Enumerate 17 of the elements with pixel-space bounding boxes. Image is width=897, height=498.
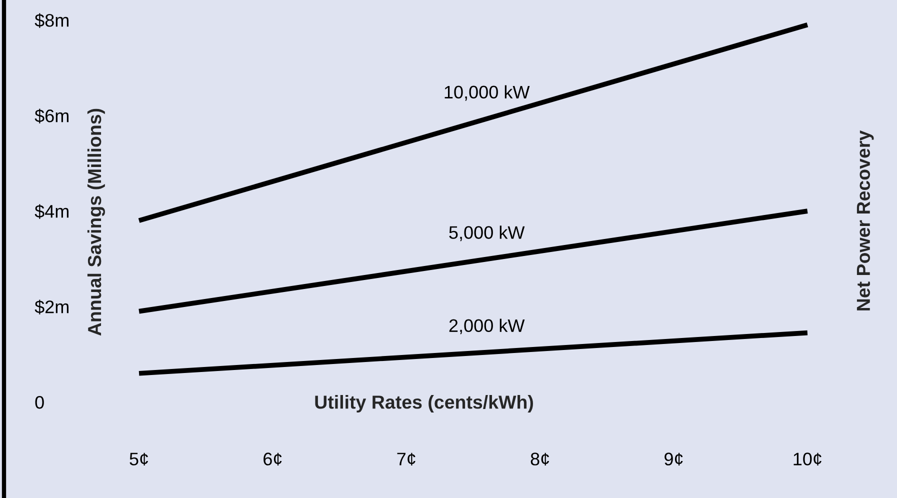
y-tick-label: $8m	[34, 13, 68, 28]
series-label: 10,000 kW	[444, 85, 530, 101]
series-label: 5,000 kW	[449, 226, 525, 242]
legend-title: Net Power Recovery	[856, 130, 874, 310]
x-tick-label: 5¢	[130, 452, 148, 466]
x-tick-label: 8¢	[530, 452, 550, 466]
x-tick-label: 9¢	[664, 452, 683, 466]
x-tick-label: 10¢	[794, 452, 822, 466]
series-label: 2,000 kW	[449, 318, 525, 334]
x-tick-label: 7¢	[397, 452, 416, 466]
x-tick-label: 6¢	[264, 452, 282, 466]
y-tick-label: $4m	[34, 204, 68, 219]
x-axis-title: Utility Rates (cents/kWh)	[315, 395, 533, 412]
y-axis-title: Annual Savings (Millions)	[87, 108, 105, 336]
y-tick-label: 0	[35, 396, 44, 409]
y-tick-label: $6m	[34, 108, 68, 124]
y-tick-label: $2m	[34, 300, 68, 314]
